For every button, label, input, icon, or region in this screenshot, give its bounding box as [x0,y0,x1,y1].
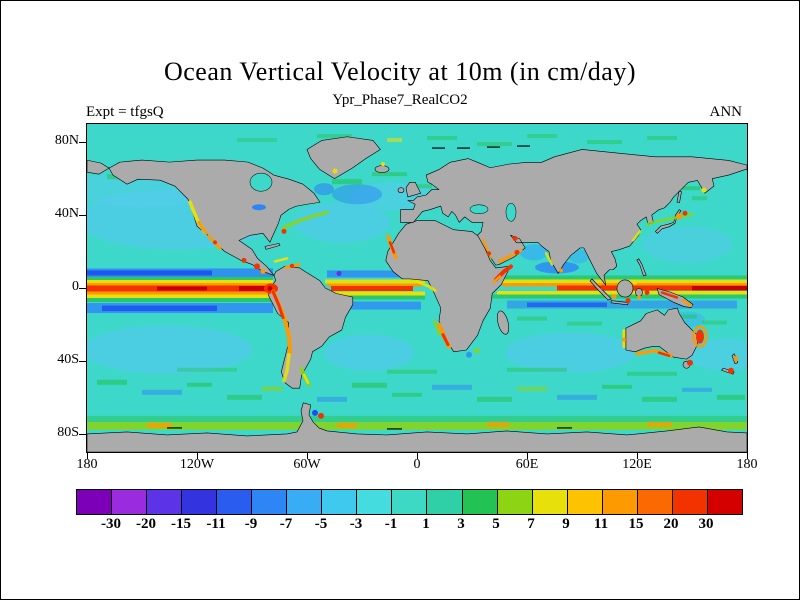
caspian-sea [505,202,517,222]
lon-axis-label: 60E [515,457,539,472]
land-philippines [636,258,647,277]
colorbar-segment [216,490,252,514]
experiment-label: Expt = tfgsQ [86,104,164,120]
colorbar-label: -3 [349,516,363,532]
lon-axis-label: 120E [622,457,652,472]
land-ireland [397,187,405,194]
lon-tick-mark [307,453,308,459]
colorbar-label: 30 [698,516,714,532]
black-sea [469,204,489,215]
land-sumatra [589,278,612,301]
lat-axis-label: 80S [57,424,79,440]
colorbar-segment [286,490,322,514]
colorbar-segment [251,490,287,514]
inland-water [249,172,517,222]
lon-tick-mark [87,453,88,459]
colorbar-segment [426,490,462,514]
lat-axis-label: 80N [54,133,79,149]
colorbar-segment [356,490,392,514]
colorbar-label: 5 [492,516,500,532]
land-borneo [616,279,634,298]
colorbar-label: -1 [384,516,398,532]
continent-greenland [306,136,381,179]
lat-tick-mark [79,142,86,144]
colorbar-segment [77,490,112,514]
lat-axis-label: 0 [72,279,79,294]
colorbar-label: 1 [422,516,430,532]
land-chukotka-wrap [87,159,110,175]
colorbar-label: 20 [663,516,679,532]
season-label: ANN [709,104,743,120]
land-british-isles [405,181,421,198]
lat-tick-mark [79,433,86,435]
lon-tick-mark [197,453,198,459]
continent-antarctica [87,402,747,452]
equatorial-upwelling-atlantic [325,270,425,310]
lon-axis-label: 60W [293,457,321,472]
colorbar-segment [496,490,532,514]
colorbar-label: 3 [457,516,465,532]
lat-axis-label: 40N [54,206,79,222]
colorbar-label: -7 [279,516,293,532]
colorbar-label: 11 [593,516,609,532]
plot-subtitle: Ypr_Phase7_RealCO2 [332,92,468,108]
colorbar-label: 7 [527,516,535,532]
continent-africa [385,220,511,353]
land-madagascar [496,310,510,335]
lon-axis-label: 120W [179,457,215,472]
colorbar-label: -30 [101,516,121,532]
lon-tick-mark [747,453,748,459]
colorbar-segment [706,490,742,514]
colorbar-segment [181,490,217,514]
lat-tick-mark [79,215,86,217]
lat-tick-mark [79,288,86,289]
colorbar-label: -5 [314,516,328,532]
page-title: Ocean Vertical Velocity at 10m (in cm/da… [163,57,636,86]
lat-tick-mark [79,360,86,362]
lon-axis-label: 180 [736,457,758,472]
colorbar-segment [461,490,497,514]
ice-edge-dashes [167,145,572,430]
coastal-upwelling [188,162,739,387]
colorbar-segment [671,490,707,514]
colorbar-label: 15 [628,516,644,532]
colorbar-segment [146,490,182,514]
colorbar-label: 9 [562,516,570,532]
great-lakes [252,204,266,211]
colorbar-label: -9 [244,516,258,532]
colorbar-label: -15 [171,516,191,532]
colorbar-segment [531,490,567,514]
land-sakhalin [676,190,682,204]
land-java [610,300,629,306]
hudson-bay [249,172,273,192]
colorbar-labels: -30 -20 -15 -11 -9 -7 -5 -3 -1 1 3 5 7 9 11 15 20 30 [76,516,741,536]
colorbar-segment [321,490,357,514]
lat-axis-label: 40S [57,351,79,367]
equatorial-upwelling-pacific [87,268,273,314]
land-japan [655,209,682,234]
lon-tick-mark [527,453,528,459]
colorbar-segment [636,490,672,514]
land-iceland [374,165,390,173]
colorbar-segment [111,490,147,514]
colorbar-segment [391,490,427,514]
land-sulawesi [635,288,643,297]
lon-tick-mark [417,453,418,459]
colorbar-segment [601,490,637,514]
colorbar [76,489,743,515]
lon-axis-label: 180 [76,457,98,472]
antarctic-upwelling-fringe [87,409,747,430]
colorbar-label: -11 [206,516,226,532]
colorbar-segment [566,490,602,514]
colorbar-label: -20 [136,516,156,532]
lon-axis-label: 0 [413,457,421,472]
world-map [86,123,748,453]
lon-tick-mark [637,453,638,459]
land-cuba [264,243,281,250]
map-canvas [87,124,747,452]
